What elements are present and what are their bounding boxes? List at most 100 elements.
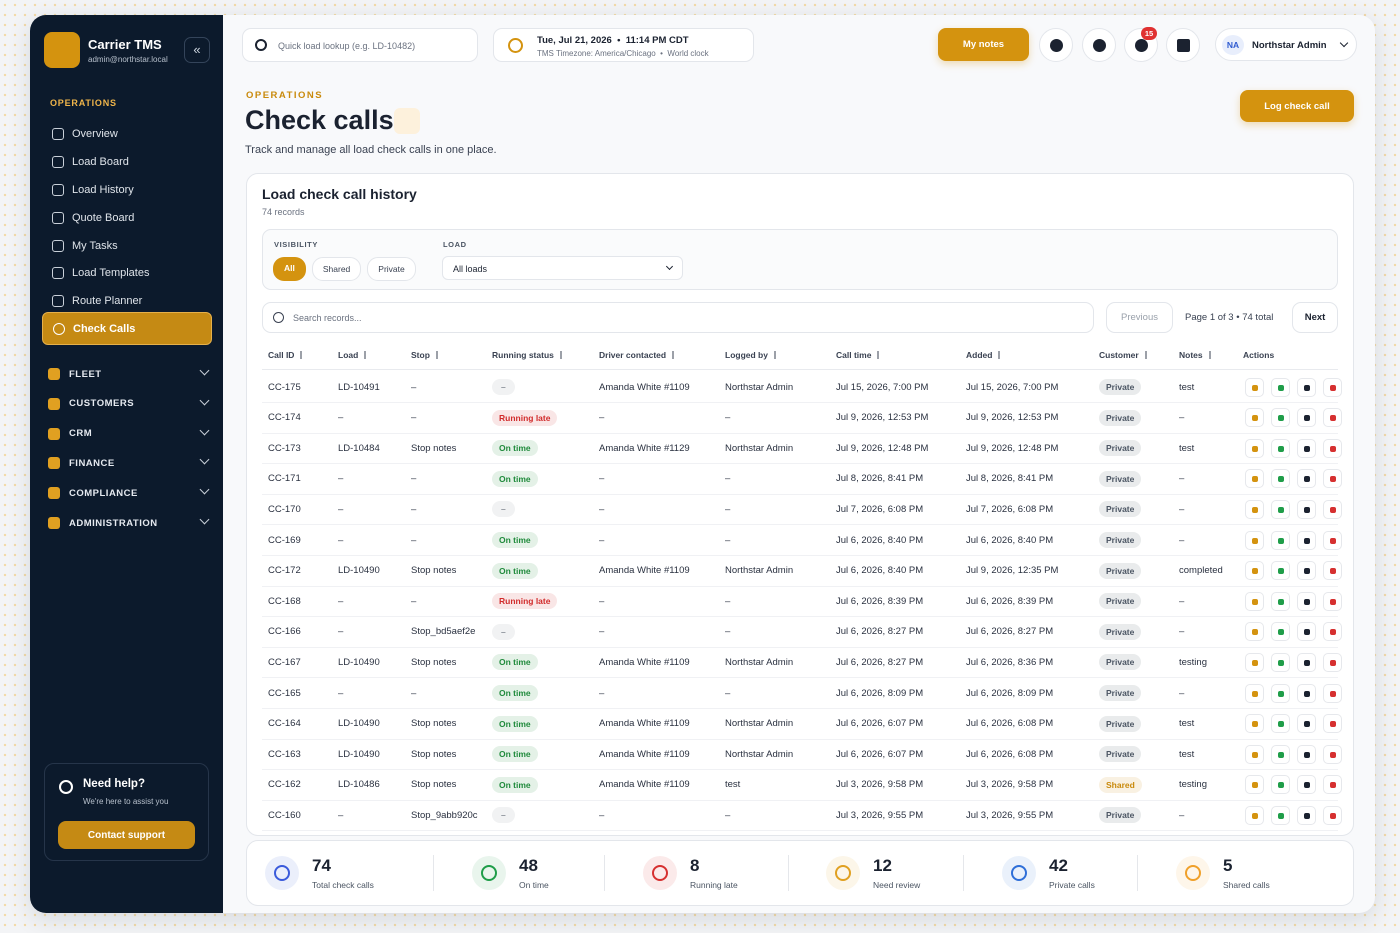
- nav-item[interactable]: Load Templates: [42, 260, 212, 286]
- delete-button[interactable]: [1323, 438, 1342, 458]
- call-button[interactable]: [1271, 561, 1290, 581]
- column-header[interactable]: Stop: [405, 350, 486, 360]
- column-header[interactable]: Load: [332, 350, 405, 360]
- delete-button[interactable]: [1323, 530, 1342, 550]
- nav-item[interactable]: Quote Board: [42, 205, 212, 231]
- lock-button[interactable]: [1245, 591, 1264, 611]
- delete-button[interactable]: [1323, 744, 1342, 764]
- quick-search[interactable]: Quick load lookup (e.g. LD-10482): [242, 28, 478, 62]
- edit-button[interactable]: [1297, 714, 1316, 734]
- lock-button[interactable]: [1245, 530, 1264, 550]
- user-menu[interactable]: NA Northstar Admin: [1215, 28, 1357, 61]
- edit-button[interactable]: [1297, 591, 1316, 611]
- lock-button[interactable]: [1245, 622, 1264, 642]
- lock-button[interactable]: [1245, 408, 1264, 428]
- lock-button[interactable]: [1245, 652, 1264, 672]
- apps-button[interactable]: [1166, 28, 1200, 62]
- nav-group[interactable]: ADMINISTRATION: [48, 513, 210, 533]
- visibility-option[interactable]: Shared: [311, 257, 362, 281]
- delete-button[interactable]: [1323, 591, 1342, 611]
- delete-button[interactable]: [1323, 622, 1342, 642]
- nav-item[interactable]: Load History: [42, 177, 212, 203]
- edit-button[interactable]: [1297, 408, 1316, 428]
- edit-button[interactable]: [1297, 561, 1316, 581]
- log-check-call-button[interactable]: Log check call: [1240, 90, 1354, 122]
- bell-button[interactable]: [1082, 28, 1116, 62]
- lock-button[interactable]: [1245, 469, 1264, 489]
- nav-item[interactable]: Check Calls: [42, 312, 212, 345]
- delete-button[interactable]: [1323, 499, 1342, 519]
- delete-button[interactable]: [1323, 408, 1342, 428]
- call-button[interactable]: [1271, 775, 1290, 795]
- visibility-option[interactable]: All: [273, 257, 306, 281]
- load-select[interactable]: All loads: [442, 256, 683, 280]
- lock-button[interactable]: [1245, 714, 1264, 734]
- nav-group[interactable]: FLEET: [48, 364, 210, 384]
- nav-group[interactable]: CUSTOMERS: [48, 394, 210, 414]
- edit-button[interactable]: [1297, 652, 1316, 672]
- lock-button[interactable]: [1245, 499, 1264, 519]
- nav-group[interactable]: COMPLIANCE: [48, 483, 210, 503]
- lock-button[interactable]: [1245, 377, 1264, 397]
- column-header[interactable]: Running status: [486, 350, 593, 360]
- nav-item[interactable]: My Tasks: [42, 233, 212, 259]
- call-button[interactable]: [1271, 652, 1290, 672]
- nav-item[interactable]: Load Board: [42, 149, 212, 175]
- lock-button[interactable]: [1245, 744, 1264, 764]
- column-header[interactable]: Customer: [1093, 350, 1173, 360]
- call-button[interactable]: [1271, 805, 1290, 825]
- nav-item[interactable]: Overview: [42, 121, 212, 147]
- delete-button[interactable]: [1323, 683, 1342, 703]
- call-button[interactable]: [1271, 469, 1290, 489]
- delete-button[interactable]: [1323, 775, 1342, 795]
- edit-button[interactable]: [1297, 377, 1316, 397]
- previous-button[interactable]: Previous: [1106, 302, 1173, 333]
- nav-item[interactable]: Route Planner: [42, 288, 212, 314]
- column-header[interactable]: Call time: [830, 350, 960, 360]
- lock-button[interactable]: [1245, 683, 1264, 703]
- delete-button[interactable]: [1323, 561, 1342, 581]
- lock-button[interactable]: [1245, 805, 1264, 825]
- visibility-option[interactable]: Private: [367, 257, 416, 281]
- help-button[interactable]: [1039, 28, 1073, 62]
- column-header[interactable]: Driver contacted: [593, 350, 719, 360]
- delete-button[interactable]: [1323, 377, 1342, 397]
- edit-button[interactable]: [1297, 499, 1316, 519]
- lock-button[interactable]: [1245, 775, 1264, 795]
- edit-button[interactable]: [1297, 683, 1316, 703]
- column-header[interactable]: Call ID: [262, 350, 332, 360]
- collapse-button[interactable]: «: [184, 37, 210, 63]
- edit-button[interactable]: [1297, 530, 1316, 550]
- edit-button[interactable]: [1297, 805, 1316, 825]
- call-button[interactable]: [1271, 438, 1290, 458]
- edit-button[interactable]: [1297, 438, 1316, 458]
- column-header[interactable]: Logged by: [719, 350, 830, 360]
- delete-button[interactable]: [1323, 469, 1342, 489]
- my-notes-button[interactable]: My notes: [938, 28, 1029, 61]
- delete-button[interactable]: [1323, 714, 1342, 734]
- lock-button[interactable]: [1245, 561, 1264, 581]
- delete-button[interactable]: [1323, 805, 1342, 825]
- call-button[interactable]: [1271, 683, 1290, 703]
- lock-button[interactable]: [1245, 438, 1264, 458]
- contact-support-button[interactable]: Contact support: [58, 821, 195, 849]
- edit-button[interactable]: [1297, 469, 1316, 489]
- column-header[interactable]: Added: [960, 350, 1093, 360]
- call-button[interactable]: [1271, 714, 1290, 734]
- next-button[interactable]: Next: [1292, 302, 1338, 333]
- edit-button[interactable]: [1297, 622, 1316, 642]
- records-search[interactable]: Search records...: [262, 302, 1094, 333]
- call-button[interactable]: [1271, 744, 1290, 764]
- call-button[interactable]: [1271, 408, 1290, 428]
- call-button[interactable]: [1271, 499, 1290, 519]
- call-button[interactable]: [1271, 530, 1290, 550]
- call-button[interactable]: [1271, 377, 1290, 397]
- column-header[interactable]: Notes: [1173, 350, 1237, 360]
- world-clock-link[interactable]: World clock: [667, 49, 709, 58]
- edit-button[interactable]: [1297, 775, 1316, 795]
- delete-button[interactable]: [1323, 652, 1342, 672]
- call-button[interactable]: [1271, 591, 1290, 611]
- edit-button[interactable]: [1297, 744, 1316, 764]
- nav-group[interactable]: CRM: [48, 424, 210, 444]
- nav-group[interactable]: FINANCE: [48, 453, 210, 473]
